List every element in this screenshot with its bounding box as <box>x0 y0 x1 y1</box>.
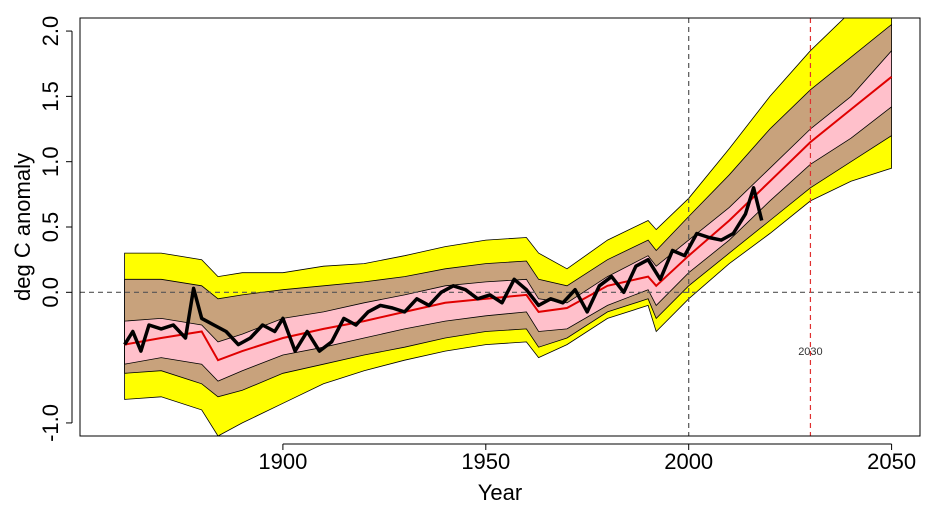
axes: 1900 1950 2000 2050 -1.0 0.0 0.5 1.0 1.5 2.0 <box>38 16 916 474</box>
y-tick-label: 0.5 <box>38 212 63 243</box>
x-axis-title: Year <box>478 480 522 505</box>
inner-band <box>124 49 892 382</box>
y-tick-label: 0.0 <box>38 277 63 308</box>
y-tick-label: -1.0 <box>38 404 63 442</box>
y-axis-title: deg C anomaly <box>10 153 35 301</box>
y-tick-label: 2.0 <box>38 16 63 47</box>
data-series <box>123 76 893 362</box>
middle-band <box>124 23 892 398</box>
y-tick-label: 1.0 <box>38 146 63 177</box>
reference-lines <box>80 18 920 436</box>
observed-temperature-line <box>123 186 764 353</box>
x-tick-label: 1900 <box>258 449 307 474</box>
annotation-2030-label: 2030 <box>798 346 822 358</box>
annotations: 2030 <box>798 346 822 358</box>
median-projection-line <box>124 76 893 362</box>
x-tick-label: 2000 <box>664 449 713 474</box>
x-tick-label: 2050 <box>867 449 916 474</box>
y-tick-label: 1.5 <box>38 81 63 112</box>
x-tick-label: 1950 <box>461 449 510 474</box>
plot-frame <box>79 17 921 437</box>
